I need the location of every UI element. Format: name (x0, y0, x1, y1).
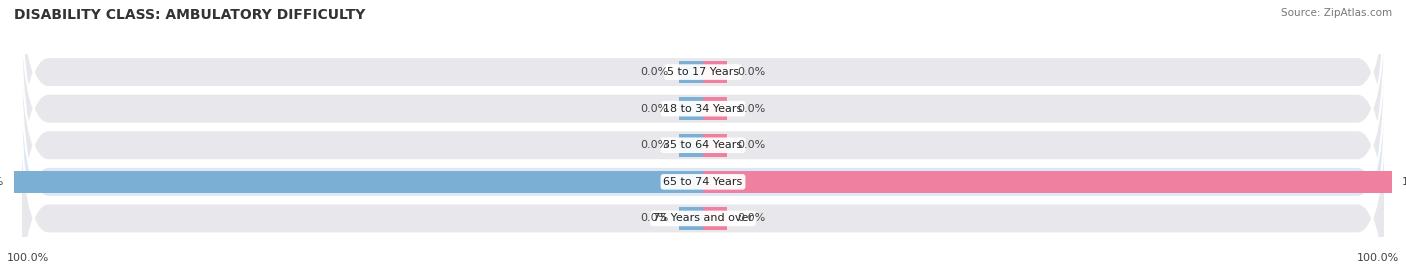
Text: 0.0%: 0.0% (738, 67, 766, 77)
Bar (679, 61, 703, 83)
Bar (679, 134, 703, 157)
Bar (703, 97, 727, 120)
Text: 100.0%: 100.0% (1402, 177, 1406, 187)
Text: DISABILITY CLASS: AMBULATORY DIFFICULTY: DISABILITY CLASS: AMBULATORY DIFFICULTY (14, 8, 366, 22)
Text: 0.0%: 0.0% (640, 104, 669, 114)
Bar (703, 207, 727, 230)
Bar (679, 97, 703, 120)
FancyBboxPatch shape (21, 0, 1385, 240)
Text: 0.0%: 0.0% (738, 104, 766, 114)
Text: 0.0%: 0.0% (640, 67, 669, 77)
Text: 5 to 17 Years: 5 to 17 Years (666, 67, 740, 77)
Text: 35 to 64 Years: 35 to 64 Years (664, 140, 742, 150)
Text: 100.0%: 100.0% (1357, 253, 1399, 263)
Text: 0.0%: 0.0% (738, 140, 766, 150)
Text: 75 Years and over: 75 Years and over (652, 213, 754, 224)
Text: 100.0%: 100.0% (7, 253, 49, 263)
Text: 0.0%: 0.0% (640, 140, 669, 150)
FancyBboxPatch shape (21, 0, 1385, 203)
FancyBboxPatch shape (21, 14, 1385, 269)
FancyBboxPatch shape (21, 51, 1385, 269)
Bar (14, 171, 703, 193)
Text: 100.0%: 100.0% (0, 177, 4, 187)
Bar (679, 207, 703, 230)
Text: 0.0%: 0.0% (640, 213, 669, 224)
FancyBboxPatch shape (21, 87, 1385, 269)
Bar (703, 171, 1392, 193)
Bar (703, 61, 727, 83)
Text: Source: ZipAtlas.com: Source: ZipAtlas.com (1281, 8, 1392, 18)
Text: 0.0%: 0.0% (738, 213, 766, 224)
Text: 18 to 34 Years: 18 to 34 Years (664, 104, 742, 114)
Text: 65 to 74 Years: 65 to 74 Years (664, 177, 742, 187)
Bar (703, 134, 727, 157)
